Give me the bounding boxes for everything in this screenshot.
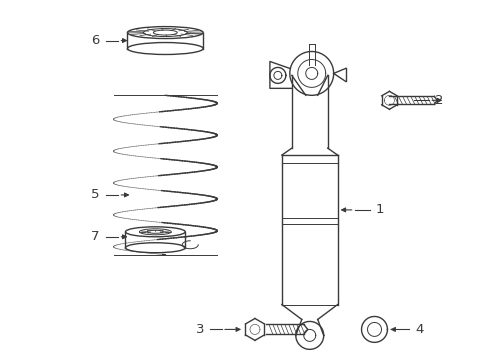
Text: 6: 6 <box>91 34 100 47</box>
Text: 3: 3 <box>196 323 204 336</box>
Text: 4: 4 <box>414 323 423 336</box>
Text: 2: 2 <box>434 94 443 107</box>
Text: 1: 1 <box>374 203 383 216</box>
Text: 7: 7 <box>91 230 100 243</box>
Text: 5: 5 <box>91 188 100 202</box>
